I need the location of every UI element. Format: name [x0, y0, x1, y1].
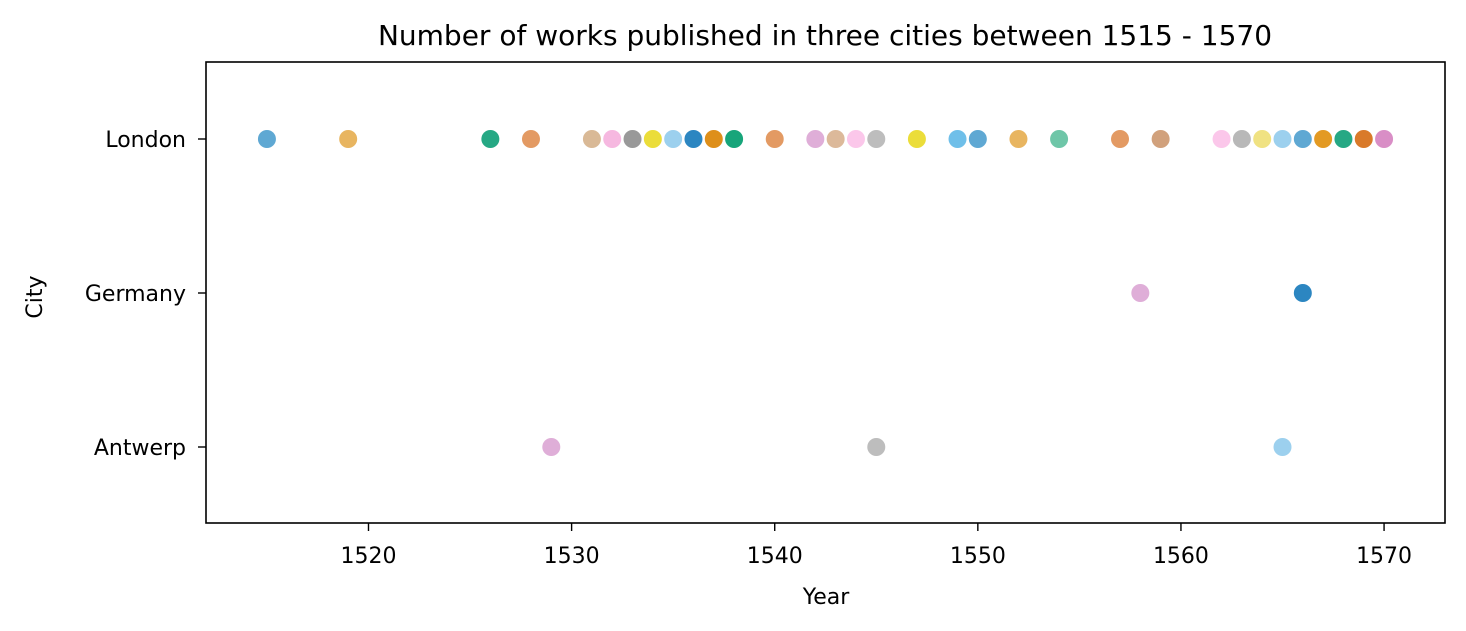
x-tick-label: 1570 — [1356, 544, 1412, 569]
data-point-london-1536 — [684, 130, 703, 148]
data-point-london-1549 — [948, 130, 967, 148]
data-point-london-1564 — [1253, 130, 1272, 148]
data-point-germany-1558 — [1131, 284, 1150, 302]
data-point-london-1562 — [1212, 130, 1231, 148]
x-tick-label: 1520 — [340, 544, 396, 569]
data-point-antwerp-1545 — [867, 438, 886, 456]
x-tick-label: 1550 — [950, 544, 1006, 569]
x-axis: 1520 1530 1540 1550 1560 1570 — [340, 523, 1412, 569]
data-point-london-1535 — [664, 130, 683, 148]
data-point-germany-1566 — [1293, 284, 1312, 302]
x-tick-label: 1540 — [747, 544, 803, 569]
y-tick-label: Germany — [85, 282, 186, 307]
data-point-london-1566 — [1293, 130, 1312, 148]
data-point-london-1569 — [1354, 130, 1373, 148]
data-point-antwerp-1529 — [542, 438, 561, 456]
data-point-london-1570 — [1375, 130, 1394, 148]
data-point-london-1542 — [806, 130, 825, 148]
data-point-london-1567 — [1314, 130, 1333, 148]
data-point-london-1526 — [481, 130, 500, 148]
data-point-london-1540 — [765, 130, 784, 148]
data-point-london-1547 — [907, 130, 926, 148]
data-point-london-1531 — [582, 130, 601, 148]
data-point-london-1550 — [968, 130, 987, 148]
y-axis-label: City — [23, 275, 48, 318]
data-point-london-1537 — [704, 130, 723, 148]
data-point-london-1543 — [826, 130, 845, 148]
chart-title: Number of works published in three citie… — [378, 19, 1272, 52]
y-axis: London Germany Antwerp — [85, 128, 206, 461]
data-point-london-1557 — [1111, 130, 1130, 148]
data-point-london-1515 — [257, 130, 276, 148]
y-tick-label: Antwerp — [94, 436, 186, 461]
data-point-london-1538 — [725, 130, 744, 148]
data-point-london-1563 — [1232, 130, 1251, 148]
data-point-london-1545 — [867, 130, 886, 148]
data-points — [257, 130, 1394, 456]
data-point-london-1565 — [1273, 130, 1292, 148]
data-point-london-1554 — [1050, 130, 1069, 148]
data-point-london-1519 — [339, 130, 358, 148]
data-point-london-1532 — [603, 130, 622, 148]
data-point-london-1568 — [1334, 130, 1353, 148]
data-point-london-1533 — [623, 130, 642, 148]
data-point-london-1544 — [846, 130, 865, 148]
data-point-london-1528 — [521, 130, 540, 148]
x-tick-label: 1560 — [1153, 544, 1209, 569]
data-point-london-1552 — [1009, 130, 1028, 148]
data-point-london-1534 — [643, 130, 662, 148]
y-tick-label: London — [105, 128, 186, 153]
x-axis-label: Year — [802, 585, 851, 610]
data-point-antwerp-1565 — [1273, 438, 1292, 456]
x-tick-label: 1530 — [544, 544, 600, 569]
data-point-london-1559 — [1151, 130, 1170, 148]
